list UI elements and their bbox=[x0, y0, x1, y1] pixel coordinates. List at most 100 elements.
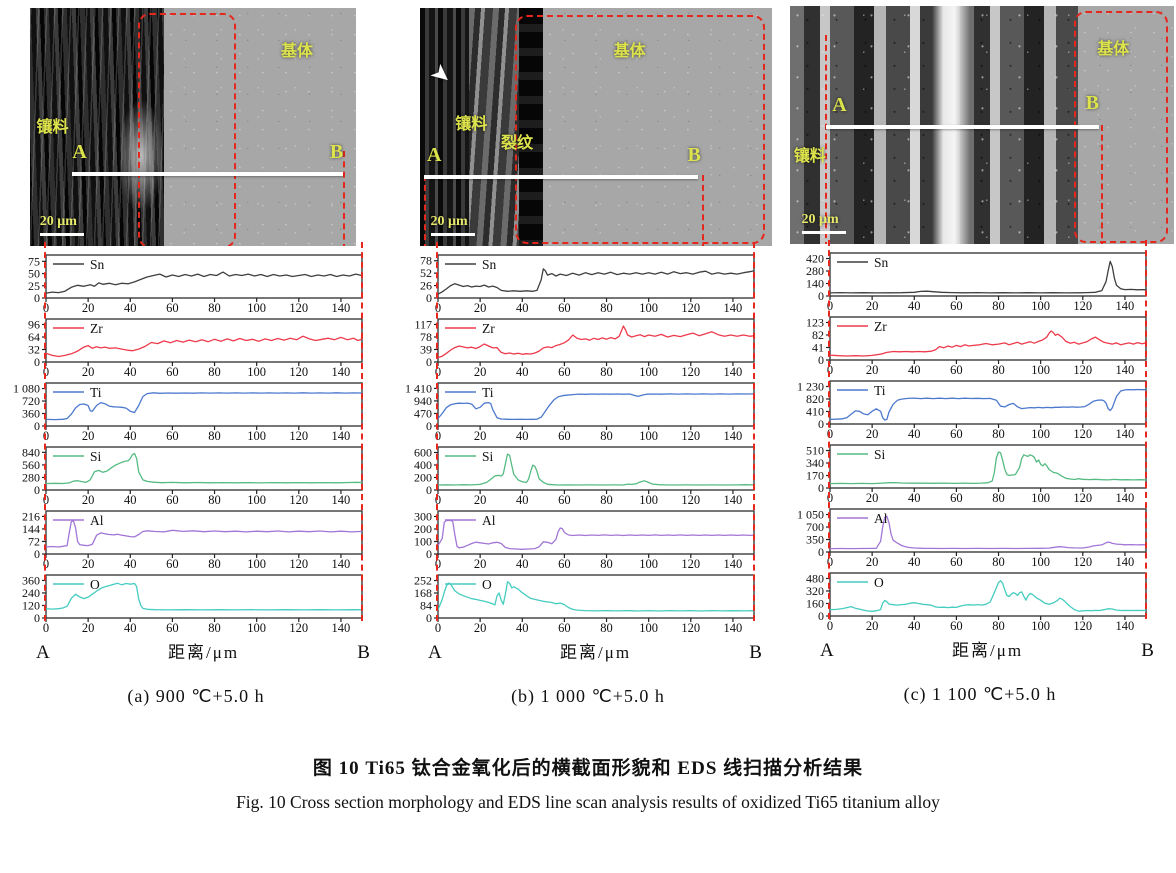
scale-bar-line bbox=[801, 231, 846, 235]
svg-text:120: 120 bbox=[289, 621, 308, 635]
svg-text:80: 80 bbox=[992, 491, 1005, 505]
svg-text:60: 60 bbox=[950, 363, 963, 377]
svg-text:0: 0 bbox=[34, 547, 40, 561]
projection-dashed-line bbox=[1101, 125, 1104, 244]
scale-bar: 20 μm bbox=[801, 212, 846, 235]
point-b-label: B bbox=[357, 642, 370, 663]
svg-text:60: 60 bbox=[166, 301, 179, 315]
svg-text:0: 0 bbox=[43, 365, 49, 379]
svg-text:160: 160 bbox=[806, 596, 824, 610]
svg-text:O: O bbox=[90, 577, 100, 592]
svg-text:100: 100 bbox=[1031, 491, 1050, 505]
svg-text:0: 0 bbox=[34, 291, 40, 305]
svg-text:40: 40 bbox=[908, 491, 921, 505]
mount-label: 镶料 bbox=[455, 116, 488, 134]
svg-text:0: 0 bbox=[34, 611, 40, 625]
svg-text:120: 120 bbox=[289, 365, 308, 379]
crack-region bbox=[518, 8, 544, 246]
svg-text:52: 52 bbox=[420, 266, 432, 280]
svg-text:320: 320 bbox=[806, 584, 824, 598]
svg-text:20: 20 bbox=[474, 429, 487, 443]
crack-label: 裂纹 bbox=[500, 135, 533, 153]
svg-text:80: 80 bbox=[208, 621, 221, 635]
svg-text:80: 80 bbox=[208, 429, 221, 443]
svg-text:600: 600 bbox=[414, 446, 432, 460]
svg-text:200: 200 bbox=[414, 522, 432, 536]
svg-text:60: 60 bbox=[166, 557, 179, 571]
svg-text:80: 80 bbox=[992, 299, 1005, 313]
point-b-label: B bbox=[329, 141, 344, 164]
projection-dashed-line bbox=[701, 174, 704, 246]
eds-charts-a: 0 25 50 75 0 20 40 60 80 100 120 140 Sn 0 32 64 96 0 20 40 6… bbox=[0, 242, 392, 636]
scan-line bbox=[826, 125, 1100, 129]
svg-text:40: 40 bbox=[516, 301, 529, 315]
svg-text:20: 20 bbox=[866, 619, 879, 633]
svg-text:100: 100 bbox=[639, 557, 658, 571]
svg-text:820: 820 bbox=[806, 392, 824, 406]
svg-text:0: 0 bbox=[827, 363, 833, 377]
svg-text:Ti: Ti bbox=[482, 385, 494, 400]
svg-text:60: 60 bbox=[558, 621, 571, 635]
svg-text:1 050: 1 050 bbox=[797, 508, 824, 522]
svg-text:140: 140 bbox=[806, 277, 824, 291]
point-b-label: B bbox=[687, 143, 701, 166]
svg-text:60: 60 bbox=[558, 301, 571, 315]
svg-text:480: 480 bbox=[806, 571, 824, 585]
svg-text:80: 80 bbox=[600, 301, 613, 315]
svg-text:120: 120 bbox=[1073, 555, 1092, 569]
svg-text:20: 20 bbox=[866, 491, 879, 505]
axis-endpoints-row: A 距离/μm B bbox=[392, 636, 770, 664]
svg-text:O: O bbox=[874, 575, 884, 590]
svg-text:120: 120 bbox=[289, 429, 308, 443]
svg-text:216: 216 bbox=[22, 509, 40, 523]
svg-text:32: 32 bbox=[28, 342, 40, 356]
svg-text:0: 0 bbox=[435, 621, 441, 635]
projection-dashed-line bbox=[753, 242, 755, 621]
svg-text:340: 340 bbox=[806, 456, 824, 470]
svg-text:72: 72 bbox=[28, 534, 40, 548]
projection-dashed-line bbox=[44, 242, 46, 621]
svg-text:80: 80 bbox=[600, 621, 613, 635]
svg-text:120: 120 bbox=[1073, 427, 1092, 441]
matrix-label: 基体 bbox=[613, 42, 646, 60]
svg-text:120: 120 bbox=[289, 493, 308, 507]
svg-text:400: 400 bbox=[414, 458, 432, 472]
svg-text:100: 100 bbox=[1031, 619, 1050, 633]
svg-text:0: 0 bbox=[435, 365, 441, 379]
svg-text:Sn: Sn bbox=[90, 257, 105, 272]
point-a-label: A bbox=[428, 642, 442, 663]
svg-text:200: 200 bbox=[414, 471, 432, 485]
svg-text:40: 40 bbox=[124, 365, 137, 379]
svg-text:140: 140 bbox=[1116, 619, 1135, 633]
svg-text:60: 60 bbox=[950, 491, 963, 505]
svg-text:20: 20 bbox=[82, 493, 95, 507]
svg-text:140: 140 bbox=[1116, 427, 1135, 441]
matrix-region bbox=[543, 8, 772, 246]
svg-text:100: 100 bbox=[247, 301, 266, 315]
svg-text:20: 20 bbox=[82, 365, 95, 379]
svg-text:96: 96 bbox=[28, 317, 40, 331]
svg-text:40: 40 bbox=[124, 301, 137, 315]
svg-text:0: 0 bbox=[827, 299, 833, 313]
svg-text:25: 25 bbox=[28, 279, 40, 293]
svg-text:940: 940 bbox=[414, 394, 432, 408]
svg-text:Sn: Sn bbox=[874, 255, 889, 270]
svg-text:0: 0 bbox=[818, 417, 824, 431]
svg-text:0: 0 bbox=[426, 483, 432, 497]
svg-text:80: 80 bbox=[208, 493, 221, 507]
svg-text:0: 0 bbox=[827, 619, 833, 633]
svg-text:0: 0 bbox=[818, 545, 824, 559]
svg-text:Ti: Ti bbox=[90, 385, 102, 400]
svg-text:100: 100 bbox=[1031, 555, 1050, 569]
svg-text:20: 20 bbox=[474, 493, 487, 507]
svg-text:120: 120 bbox=[22, 598, 40, 612]
svg-text:1 080: 1 080 bbox=[13, 382, 40, 396]
svg-text:140: 140 bbox=[724, 493, 743, 507]
svg-text:60: 60 bbox=[950, 555, 963, 569]
svg-text:100: 100 bbox=[247, 429, 266, 443]
